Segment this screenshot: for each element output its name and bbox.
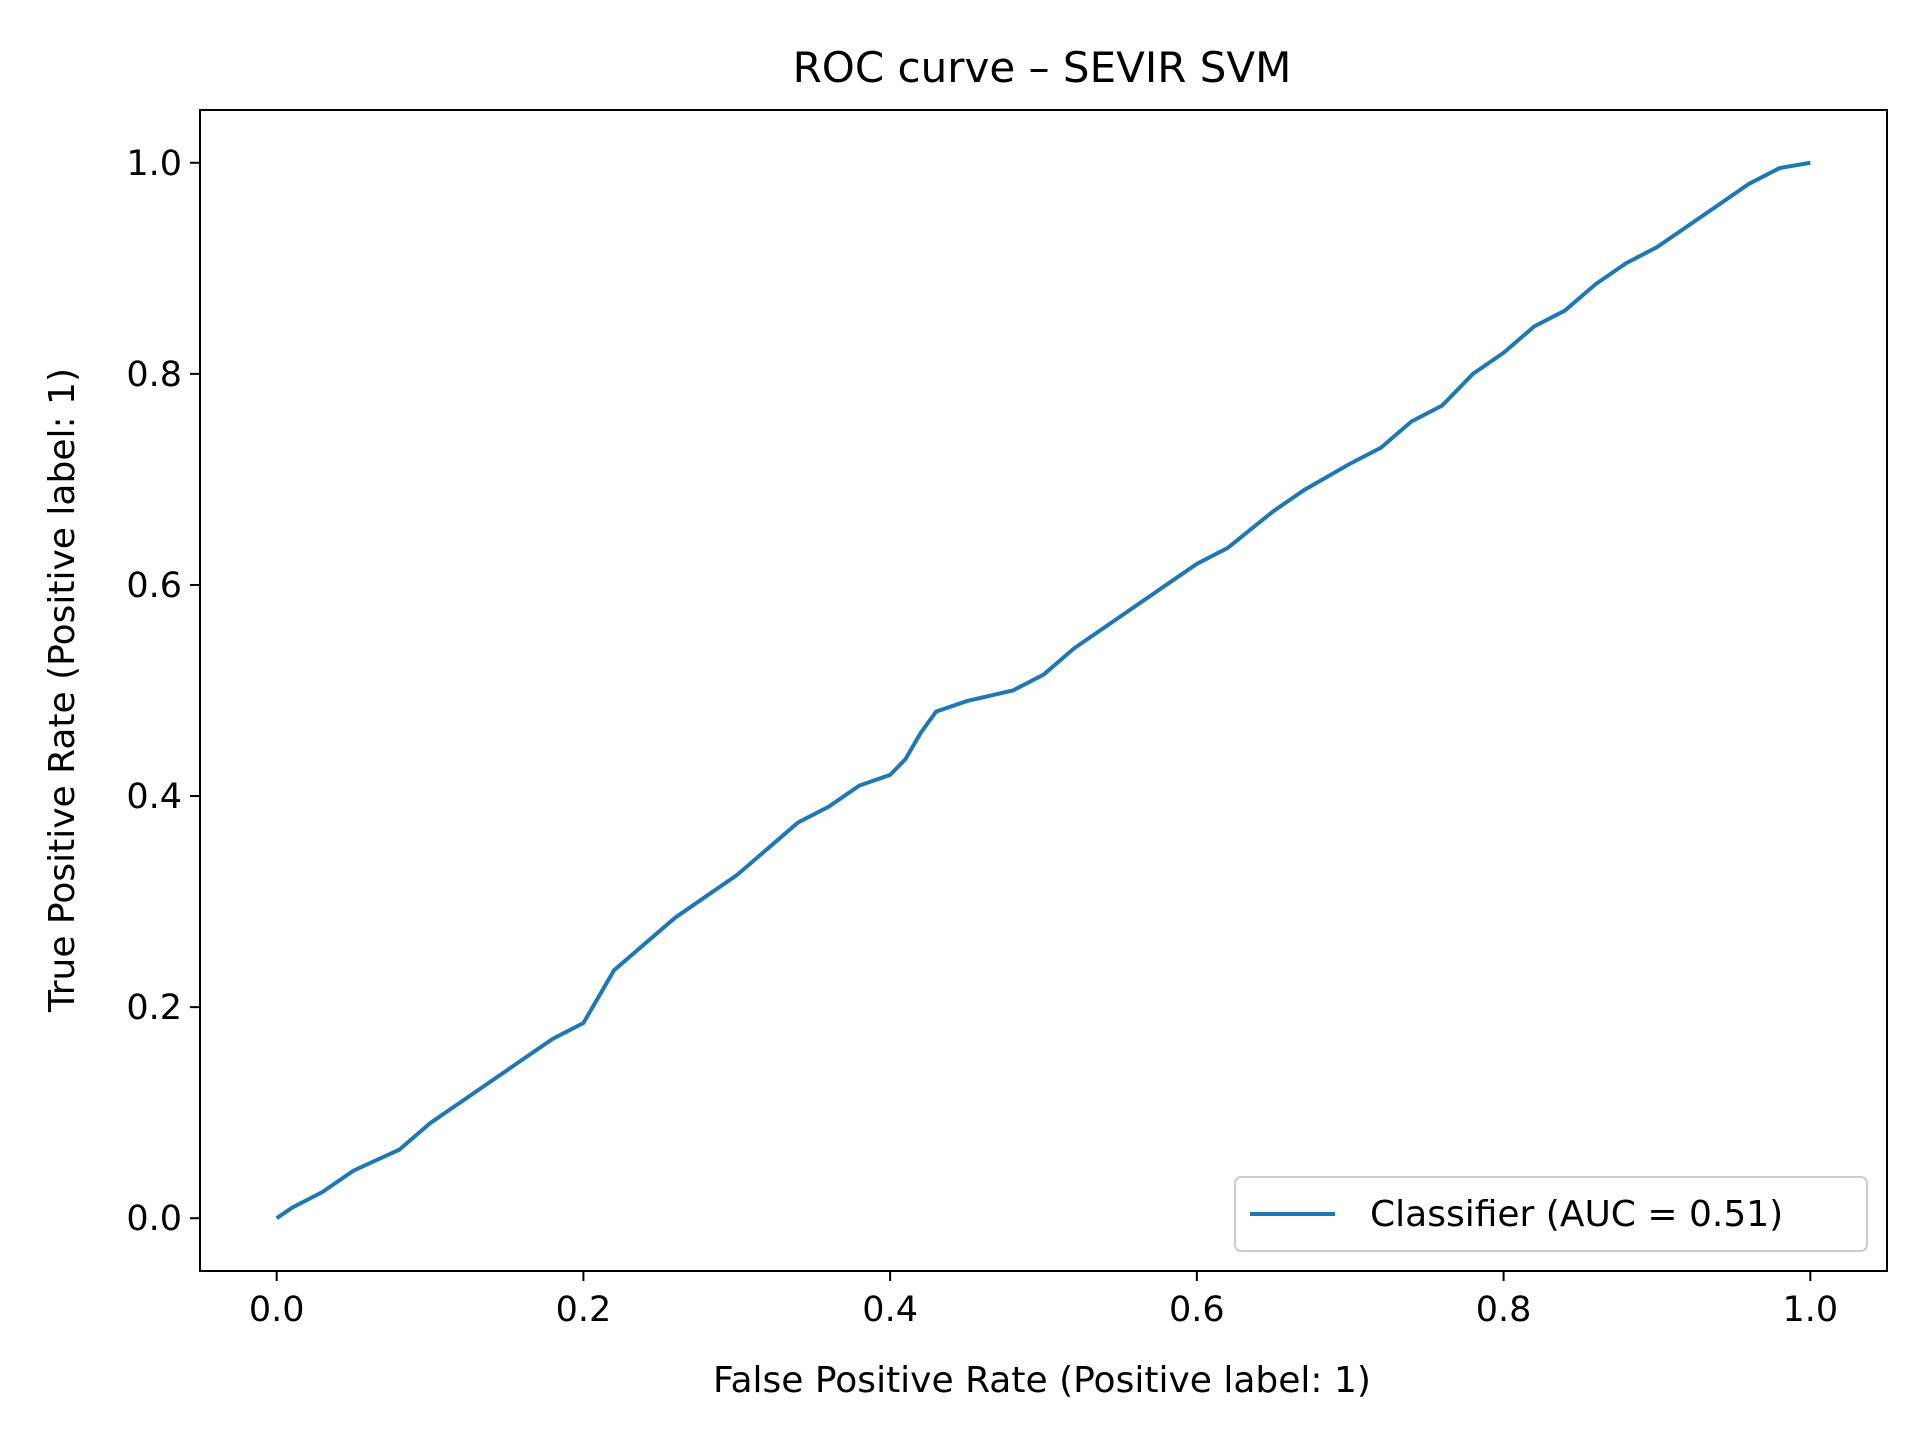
- x-tick-label: 0.2: [556, 1290, 612, 1330]
- y-tick-label: 0.8: [126, 355, 182, 395]
- legend: Classifier (AUC = 0.51): [1234, 1176, 1868, 1252]
- y-tick-label: 1.0: [126, 144, 182, 184]
- legend-label: Classifier (AUC = 0.51): [1370, 1194, 1783, 1235]
- y-tick-label: 0.4: [126, 777, 182, 817]
- x-tick-label: 0.8: [1476, 1290, 1532, 1330]
- x-axis-label: False Positive Rate (Positive label: 1): [713, 1360, 1371, 1401]
- x-tick-label: 1.0: [1782, 1290, 1838, 1330]
- x-tick-label: 0.6: [1169, 1290, 1225, 1330]
- chart-title: ROC curve – SEVIR SVM: [793, 43, 1292, 92]
- x-ticks: 0.0 0.2 0.4 0.6 0.8 1.0: [249, 1271, 1838, 1330]
- roc-curve-line: [275, 160, 1811, 1220]
- y-tick-label: 0.6: [126, 566, 182, 606]
- plot-area: [199, 109, 1888, 1272]
- y-ticks: 0.0 0.2 0.4 0.6 0.8 1.0: [126, 144, 200, 1239]
- y-tick-label: 0.2: [126, 988, 182, 1028]
- x-tick-label: 0.0: [249, 1290, 305, 1330]
- legend-box: [1234, 1176, 1868, 1252]
- y-tick-label: 0.0: [126, 1199, 182, 1239]
- y-axis-label: True Positive Rate (Positive label: 1): [42, 368, 83, 1013]
- x-tick-label: 0.4: [862, 1290, 918, 1330]
